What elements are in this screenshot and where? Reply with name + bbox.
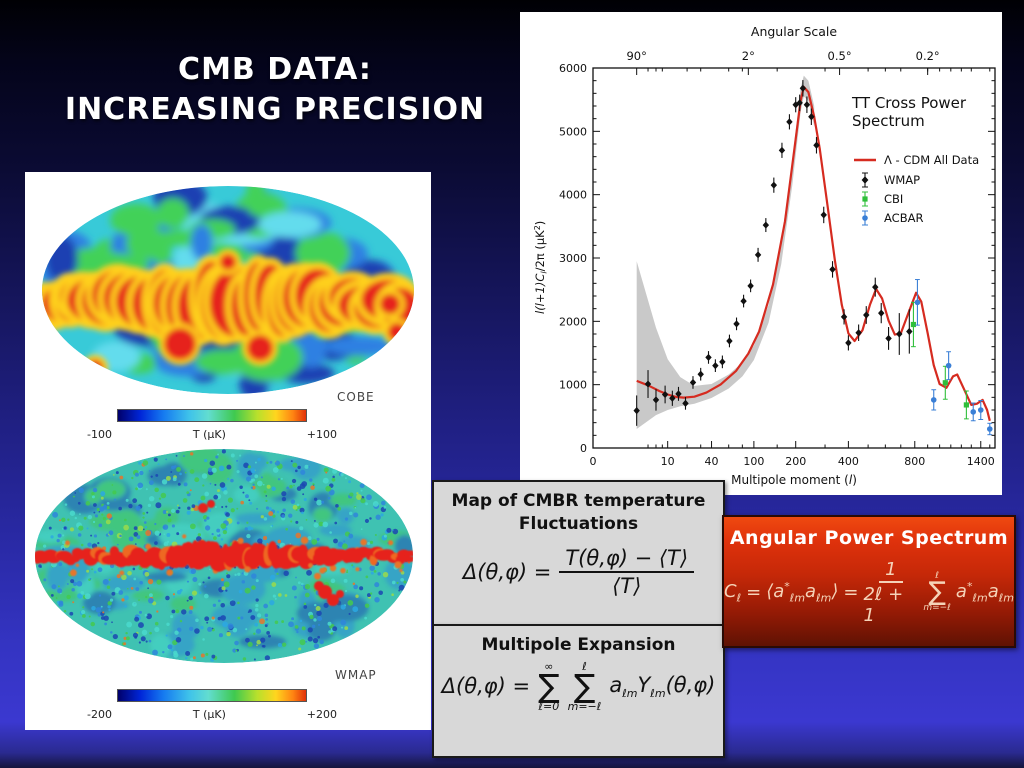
sum-term: a*ℓmaℓm bbox=[955, 580, 1014, 605]
svg-text:Spectrum: Spectrum bbox=[852, 112, 925, 130]
sum-ell: ∞ ∑ ℓ=0 bbox=[538, 660, 560, 713]
cobe-colorbar-max: +100 bbox=[306, 428, 337, 441]
svg-text:2°: 2° bbox=[742, 49, 755, 63]
svg-text:0.2°: 0.2° bbox=[916, 49, 940, 63]
cl-term: Cℓ bbox=[724, 580, 742, 605]
title-line-1: CMB DATA: bbox=[178, 52, 372, 87]
power-box-title: Angular Power Spectrum bbox=[729, 527, 1009, 549]
svg-text:90°: 90° bbox=[626, 49, 646, 63]
svg-text:Angular Scale: Angular Scale bbox=[751, 24, 838, 39]
formula-lhs: Δ(θ,φ) = bbox=[462, 560, 552, 584]
delta-definition-formula: Δ(θ,φ) = T(θ,φ) − ⟨T⟩ ⟨T⟩ bbox=[434, 546, 723, 598]
svg-text:1000: 1000 bbox=[559, 379, 587, 392]
map-box-title-line-1: Map of CMBR temperature bbox=[451, 491, 706, 511]
svg-text:10: 10 bbox=[661, 455, 675, 468]
svg-text:6000: 6000 bbox=[559, 62, 587, 75]
svg-text:Multipole moment (l): Multipole moment (l) bbox=[731, 473, 857, 487]
map-fluctuations-box-title: Map of CMBR temperature Fluctuations bbox=[434, 490, 723, 536]
cobe-colorbar bbox=[117, 409, 307, 422]
svg-text:400: 400 bbox=[838, 455, 859, 468]
fraction: 1 2ℓ + 1 bbox=[863, 559, 904, 626]
cobe-colorbar-title: T (μK) bbox=[192, 428, 226, 441]
sum-m: ℓ ∑ m=−ℓ bbox=[567, 660, 602, 713]
cobe-sky-map bbox=[42, 186, 414, 394]
svg-text:100: 100 bbox=[743, 455, 764, 468]
svg-text:0: 0 bbox=[580, 442, 587, 455]
svg-text:ACBAR: ACBAR bbox=[884, 211, 923, 225]
wmap-sky-map bbox=[35, 449, 413, 663]
svg-text:200: 200 bbox=[785, 455, 806, 468]
svg-text:0.5°: 0.5° bbox=[828, 49, 852, 63]
power-spectrum-panel: 0 1000 2000 3000 4000 5000 6000 0 10 40 100 200 400 8… bbox=[520, 12, 1002, 495]
expectation-term: ⟨a*ℓmaℓm⟩ bbox=[766, 580, 839, 605]
svg-text:0: 0 bbox=[590, 455, 597, 468]
wmap-label: WMAP bbox=[335, 668, 377, 682]
svg-text:1400: 1400 bbox=[967, 455, 995, 468]
svg-text:4000: 4000 bbox=[559, 189, 587, 202]
sum-m: ℓ ∑ m=−ℓ bbox=[923, 570, 951, 614]
sky-maps-panel: COBE -100 T (μK) +100 WMAP -200 T (μK) +… bbox=[25, 172, 431, 730]
wmap-colorbar-min: -200 bbox=[87, 708, 112, 721]
cobe-label: COBE bbox=[337, 390, 375, 404]
fraction: T(θ,φ) − ⟨T⟩ ⟨T⟩ bbox=[559, 546, 695, 598]
page-title: CMB DATA: INCREASING PRECISION bbox=[40, 50, 510, 130]
multipole-box-title: Multipole Expansion bbox=[481, 635, 676, 655]
title-line-2: INCREASING PRECISION bbox=[64, 92, 486, 127]
formula-lhs: Δ(θ,φ) = bbox=[441, 674, 531, 699]
power-spectrum-formula: Cℓ = ⟨a*ℓmaℓm⟩ = 1 2ℓ + 1 ℓ ∑ m=−ℓ a*ℓma… bbox=[724, 559, 1014, 626]
svg-text:40: 40 bbox=[705, 455, 719, 468]
svg-text:TT Cross Power: TT Cross Power bbox=[851, 94, 967, 112]
svg-text:2000: 2000 bbox=[559, 315, 587, 328]
map-box-title-line-2: Fluctuations bbox=[518, 514, 639, 534]
fraction-numerator: T(θ,φ) − ⟨T⟩ bbox=[559, 546, 695, 573]
svg-text:Λ - CDM All Data: Λ - CDM All Data bbox=[884, 153, 979, 167]
svg-text:3000: 3000 bbox=[559, 252, 587, 265]
svg-text:WMAP: WMAP bbox=[884, 173, 920, 187]
svg-text:l(l+1)Cl/2π (μK2): l(l+1)Cl/2π (μK2) bbox=[533, 221, 549, 314]
wmap-colorbar-max: +200 bbox=[306, 708, 337, 721]
wmap-colorbar bbox=[117, 689, 307, 702]
multipole-expansion-box: Multipole Expansion Δ(θ,φ) = ∞ ∑ ℓ=0 ℓ ∑… bbox=[432, 624, 725, 758]
cobe-colorbar-min: -100 bbox=[87, 428, 112, 441]
angular-power-spectrum-box: Angular Power Spectrum Cℓ = ⟨a*ℓmaℓm⟩ = … bbox=[722, 515, 1016, 648]
wmap-colorbar-title: T (μK) bbox=[192, 708, 226, 721]
svg-text:5000: 5000 bbox=[559, 125, 587, 138]
expansion-term: aℓmYℓm(θ,φ) bbox=[609, 672, 716, 700]
map-fluctuations-box: Map of CMBR temperature Fluctuations Δ(θ… bbox=[432, 480, 725, 626]
svg-text:800: 800 bbox=[904, 455, 925, 468]
fraction-denominator: ⟨T⟩ bbox=[612, 574, 642, 598]
multipole-expansion-formula: Δ(θ,φ) = ∞ ∑ ℓ=0 ℓ ∑ m=−ℓ aℓmYℓm(θ,φ) bbox=[434, 661, 723, 712]
power-spectrum-chart: 0 1000 2000 3000 4000 5000 6000 0 10 40 100 200 400 8… bbox=[533, 24, 996, 487]
svg-text:CBI: CBI bbox=[884, 192, 903, 206]
